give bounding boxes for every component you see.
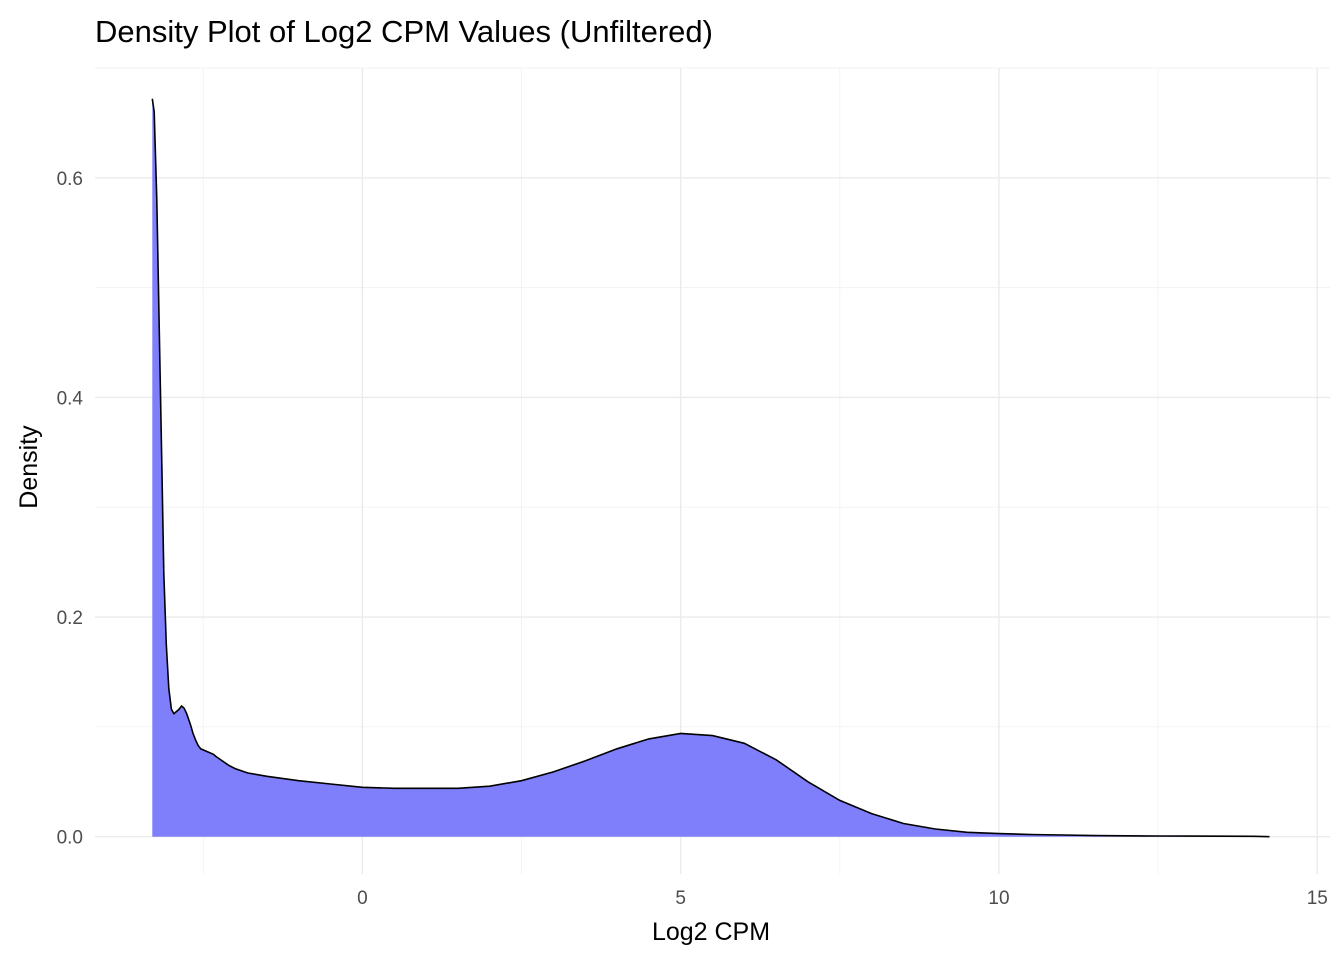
density-area	[151, 98, 1270, 838]
density-fill	[152, 98, 1270, 837]
y-tick-label: 0.0	[57, 828, 83, 849]
density-line	[151, 98, 1270, 838]
x-axis-label: Log2 CPM	[652, 918, 770, 946]
chart-title: Density Plot of Log2 CPM Values (Unfilte…	[95, 14, 713, 49]
x-axis-ticks: 0 5 10 15	[357, 888, 1328, 909]
x-tick-label: 5	[675, 888, 686, 909]
x-tick-label: 15	[1307, 888, 1328, 909]
y-tick-label: 0.2	[57, 608, 83, 629]
x-tick-label: 0	[357, 888, 368, 909]
x-tick-label: 10	[988, 888, 1009, 909]
y-tick-label: 0.4	[57, 388, 84, 409]
y-axis-ticks: 0.0 0.2 0.4 0.6	[57, 169, 84, 849]
y-tick-label: 0.6	[57, 169, 83, 190]
y-axis-label: Density	[15, 425, 43, 509]
